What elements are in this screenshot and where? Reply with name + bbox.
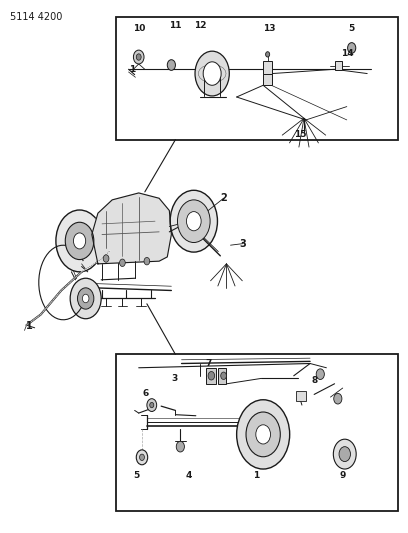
Circle shape <box>170 190 217 252</box>
Circle shape <box>73 233 86 249</box>
Circle shape <box>186 212 201 231</box>
Bar <box>335 61 342 70</box>
Circle shape <box>339 447 350 462</box>
Circle shape <box>133 50 144 64</box>
Text: 1: 1 <box>26 321 33 331</box>
Circle shape <box>203 62 221 85</box>
Text: 6: 6 <box>143 389 149 398</box>
Bar <box>296 391 306 401</box>
Text: 5: 5 <box>133 471 140 480</box>
Circle shape <box>136 54 141 60</box>
Bar <box>218 368 226 384</box>
Circle shape <box>136 450 148 465</box>
Text: 14: 14 <box>341 49 354 58</box>
Circle shape <box>334 393 342 404</box>
Circle shape <box>150 402 154 408</box>
Circle shape <box>65 222 94 260</box>
Text: 13: 13 <box>263 24 275 33</box>
Circle shape <box>256 425 271 444</box>
Circle shape <box>237 400 290 469</box>
Circle shape <box>348 43 356 53</box>
Text: 8: 8 <box>311 376 317 384</box>
Circle shape <box>103 255 109 262</box>
Circle shape <box>176 441 184 452</box>
Circle shape <box>147 399 157 411</box>
Circle shape <box>120 259 125 266</box>
Circle shape <box>316 369 324 379</box>
Text: 12: 12 <box>194 21 206 30</box>
Text: 9: 9 <box>339 471 346 480</box>
Circle shape <box>140 454 144 461</box>
Text: 1: 1 <box>129 65 136 74</box>
Text: 11: 11 <box>169 21 182 30</box>
Circle shape <box>56 210 103 272</box>
Bar <box>263 61 272 74</box>
Text: 3: 3 <box>171 374 177 383</box>
Text: 4: 4 <box>185 471 192 480</box>
Circle shape <box>70 278 101 319</box>
Circle shape <box>266 52 270 57</box>
Circle shape <box>82 294 89 303</box>
Circle shape <box>333 439 356 469</box>
Text: 3: 3 <box>240 239 246 248</box>
Circle shape <box>167 60 175 70</box>
Circle shape <box>195 51 229 96</box>
Bar <box>116 354 398 511</box>
Circle shape <box>78 288 94 309</box>
Polygon shape <box>92 193 171 264</box>
Circle shape <box>246 412 280 457</box>
Circle shape <box>144 257 150 265</box>
Text: 5114 4200: 5114 4200 <box>10 12 62 22</box>
Circle shape <box>208 372 215 380</box>
Text: 15: 15 <box>294 130 306 139</box>
Circle shape <box>221 372 226 379</box>
Text: 10: 10 <box>133 25 145 33</box>
Text: 5: 5 <box>348 24 355 33</box>
Circle shape <box>177 200 210 243</box>
Bar <box>116 17 398 140</box>
Text: 2: 2 <box>220 193 227 203</box>
Bar <box>206 368 216 384</box>
Text: 1: 1 <box>253 471 259 480</box>
Bar <box>263 74 272 85</box>
Text: 7: 7 <box>205 359 211 368</box>
